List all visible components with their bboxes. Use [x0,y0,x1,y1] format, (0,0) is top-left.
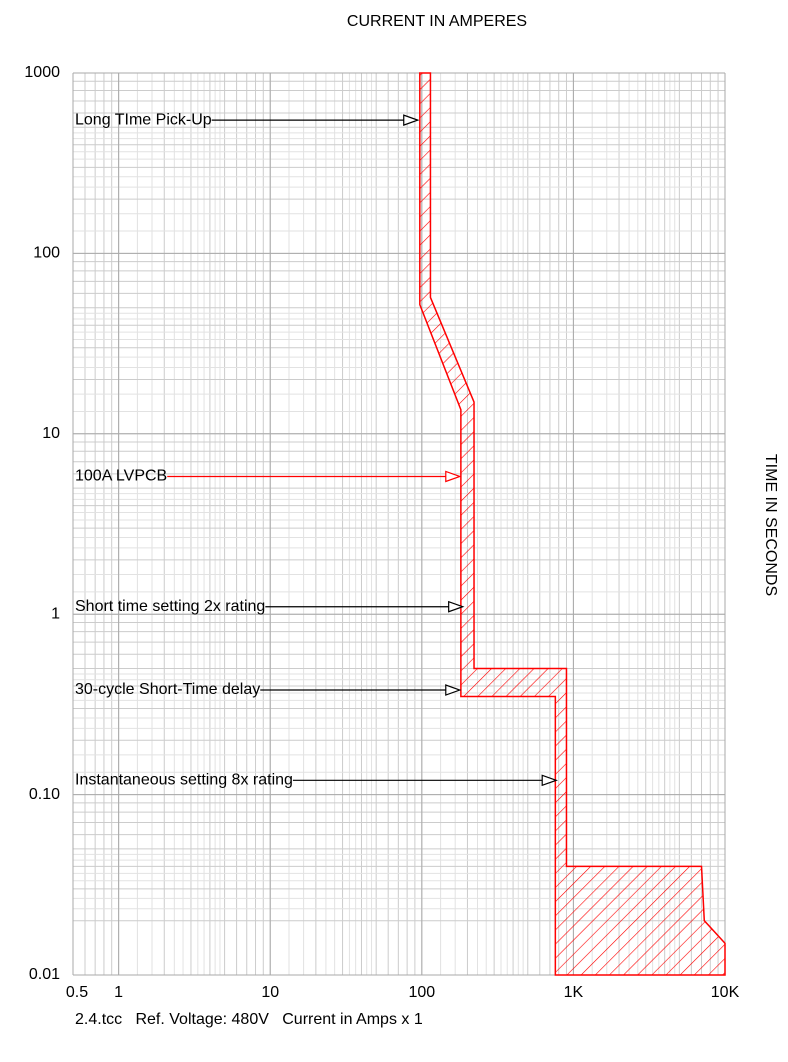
arrow-head [541,774,558,787]
x-tick-label: 1K [564,984,584,1001]
y-tick-label: 1000 [24,64,60,81]
y-tick-label: 10 [42,425,60,442]
y-tick-label: 0.10 [29,786,60,803]
x-tick-label: 0.5 [66,984,88,1001]
arrow-head [445,470,462,483]
chart-title: CURRENT IN AMPERES [347,13,527,30]
arrow-head [403,114,420,126]
annotation: Short time setting 2x rating [75,598,265,615]
y-axis-label: TIME IN SECONDS [762,454,779,596]
footer: 2.4.tcc Ref. Voltage: 480V Current in Am… [75,1011,423,1028]
x-tick-label: 1 [114,984,123,1001]
x-tick-label: 10K [711,984,740,1001]
x-tick-label: 100 [408,984,435,1001]
band-area [419,72,726,976]
x-tick-label: 10 [261,984,279,1001]
y-tick-label: 1 [51,605,60,622]
annotation: Instantaneous setting 8x rating [75,772,293,789]
annotation: Long TIme Pick-Up [75,111,212,128]
annotation: 30-cycle Short-Time delay [75,681,260,698]
y-tick-label: 0.01 [29,966,60,983]
arrow-head [448,600,465,613]
annotation: 100A LVPCB [75,468,167,485]
arrow-head [445,684,462,696]
y-tick-label: 100 [33,245,60,262]
